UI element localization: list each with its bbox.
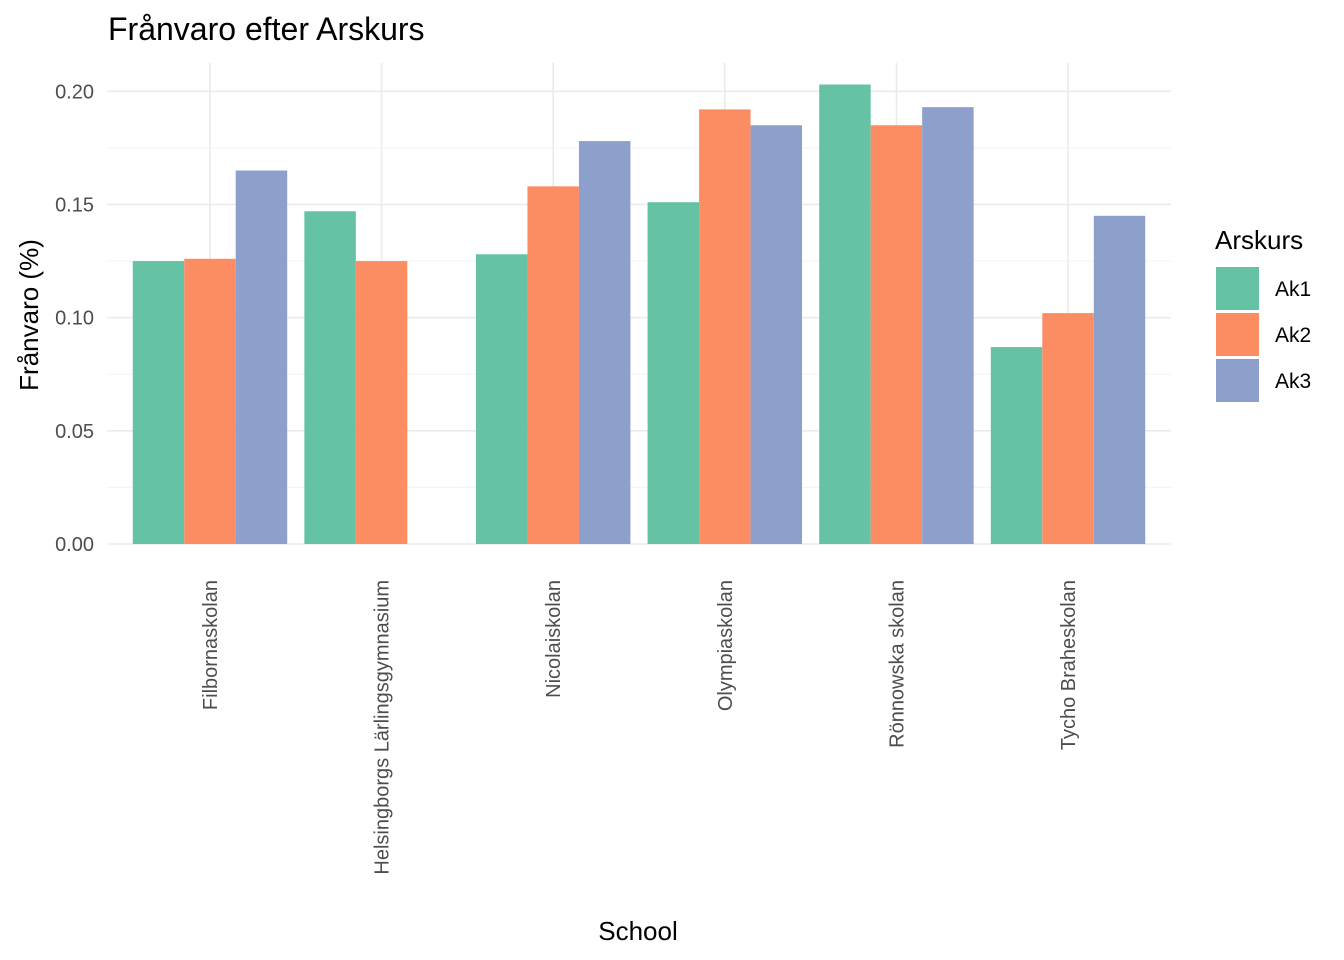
x-tick-label: Nicolaiskolan: [543, 580, 565, 698]
y-axis-label: Frånvaro (%): [14, 239, 44, 391]
x-tick-label: Tycho Braheskolan: [1058, 580, 1080, 750]
legend-label: Ak2: [1275, 324, 1311, 347]
y-tick-label: 0.10: [55, 308, 94, 330]
x-tick-label: Filbornaskolan: [200, 580, 222, 710]
legend-key-ak2: [1216, 313, 1259, 356]
bar-ak3-1: [235, 170, 288, 545]
bar-ak2-2: [355, 261, 408, 544]
legend: Arskurs Ak1 Ak2 Ak3: [1215, 225, 1311, 402]
legend-label: Ak3: [1275, 370, 1311, 393]
y-axis-ticks: 0.00 0.05 0.10 0.15 0.20: [55, 81, 94, 556]
bars: [132, 84, 1146, 545]
bar-ak3-5: [922, 107, 974, 544]
x-tick-label: Rönnowska skolan: [886, 580, 908, 748]
legend-key-ak1: [1216, 267, 1259, 310]
chart-title: Frånvaro efter Arskurs: [108, 11, 425, 47]
legend-items: Ak1 Ak2 Ak3: [1216, 267, 1311, 402]
y-tick-label: 0.15: [55, 194, 94, 216]
bar-ak1-6: [990, 347, 1043, 544]
y-tick-label: 0.00: [55, 534, 94, 556]
x-axis-ticks: Filbornaskolan Helsingborgs Lärlingsgymna…: [200, 580, 1080, 875]
x-tick-label: Helsingborgs Lärlingsgymnasium: [372, 580, 394, 875]
bar-ak3-3: [578, 141, 631, 544]
bar-ak3-6: [1093, 215, 1146, 544]
bar-ak1-1: [132, 261, 185, 544]
bar-ak2-6: [1042, 313, 1094, 544]
y-tick-label: 0.05: [55, 421, 94, 443]
bar-ak1-3: [475, 254, 528, 544]
legend-title: Arskurs: [1215, 225, 1303, 255]
legend-label: Ak1: [1275, 278, 1311, 301]
legend-key-ak3: [1216, 359, 1259, 402]
bar-ak1-4: [647, 202, 700, 544]
bar-ak1-5: [819, 84, 871, 544]
bar-ak2-5: [870, 125, 923, 544]
bar-ak1-2: [304, 211, 356, 544]
bar-ak2-4: [699, 109, 751, 545]
bar-ak2-1: [184, 258, 236, 544]
bar-ak2-3: [527, 186, 579, 544]
bar-ak3-4: [750, 125, 803, 544]
y-tick-label: 0.20: [55, 81, 94, 103]
x-axis-label: School: [598, 916, 678, 946]
x-tick-label: Olympiaskolan: [715, 580, 737, 711]
